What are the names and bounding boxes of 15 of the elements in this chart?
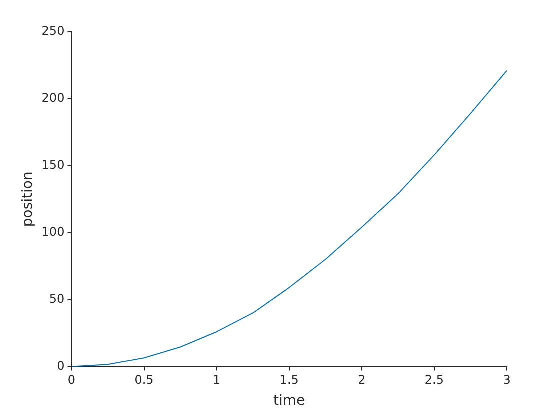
- y-tick-label: 100: [42, 225, 65, 240]
- y-tick-label: 150: [42, 158, 65, 172]
- x-tick-label: 2: [358, 373, 366, 388]
- x-tick-label: 1.5: [280, 373, 299, 388]
- y-tick-label: 250: [42, 24, 65, 38]
- x-tick-label: 0: [68, 373, 76, 388]
- y-tick-label: 50: [49, 292, 65, 306]
- x-tick-label: 1: [212, 373, 221, 388]
- x-tick-label: 0.5: [134, 373, 154, 388]
- x-axis-title: time: [274, 393, 306, 410]
- y-axis-title: position: [20, 172, 36, 228]
- x-tick-label: 2.5: [424, 373, 444, 388]
- y-tick-label: 200: [42, 91, 65, 106]
- y-tick-label: 0: [57, 358, 65, 373]
- x-tick-label: 3: [503, 373, 511, 388]
